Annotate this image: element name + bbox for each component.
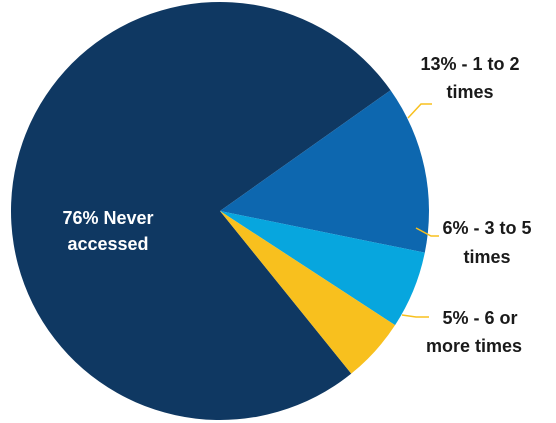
slice-label-one-to-two-times: 13% - 1 to 2 times [420, 54, 519, 102]
slice-label-six-or-more-times: 5% - 6 or more times [426, 308, 522, 356]
pie-slice-three-to-five-times [220, 211, 425, 326]
slice-label-three-to-five-times: 6% - 3 to 5 times [442, 218, 531, 267]
pie-slices [10, 1, 429, 420]
slice-label-line: more times [426, 336, 522, 356]
slice-label-line: 76% Never [62, 208, 153, 228]
slice-label-never-accessed: 76% Never accessed [62, 208, 153, 254]
slice-label-line: 13% - 1 to 2 [420, 54, 519, 74]
pie-slice-one-to-two-times [220, 90, 429, 253]
leader-lines [401, 103, 439, 318]
leader-line-six-or-more-times [401, 314, 429, 318]
slice-label-line: times [463, 247, 510, 267]
pie-slice-six-or-more-times [220, 211, 396, 374]
slice-label-line: 6% - 3 to 5 [442, 218, 531, 238]
slice-label-line: accessed [67, 234, 148, 254]
leader-line-one-to-two-times [407, 103, 432, 119]
slice-label-line: times [446, 82, 493, 102]
slice-label-line: 5% - 6 or [442, 308, 517, 328]
leader-line-three-to-five-times [415, 227, 439, 237]
pie-slice-never-accessed [10, 1, 391, 420]
